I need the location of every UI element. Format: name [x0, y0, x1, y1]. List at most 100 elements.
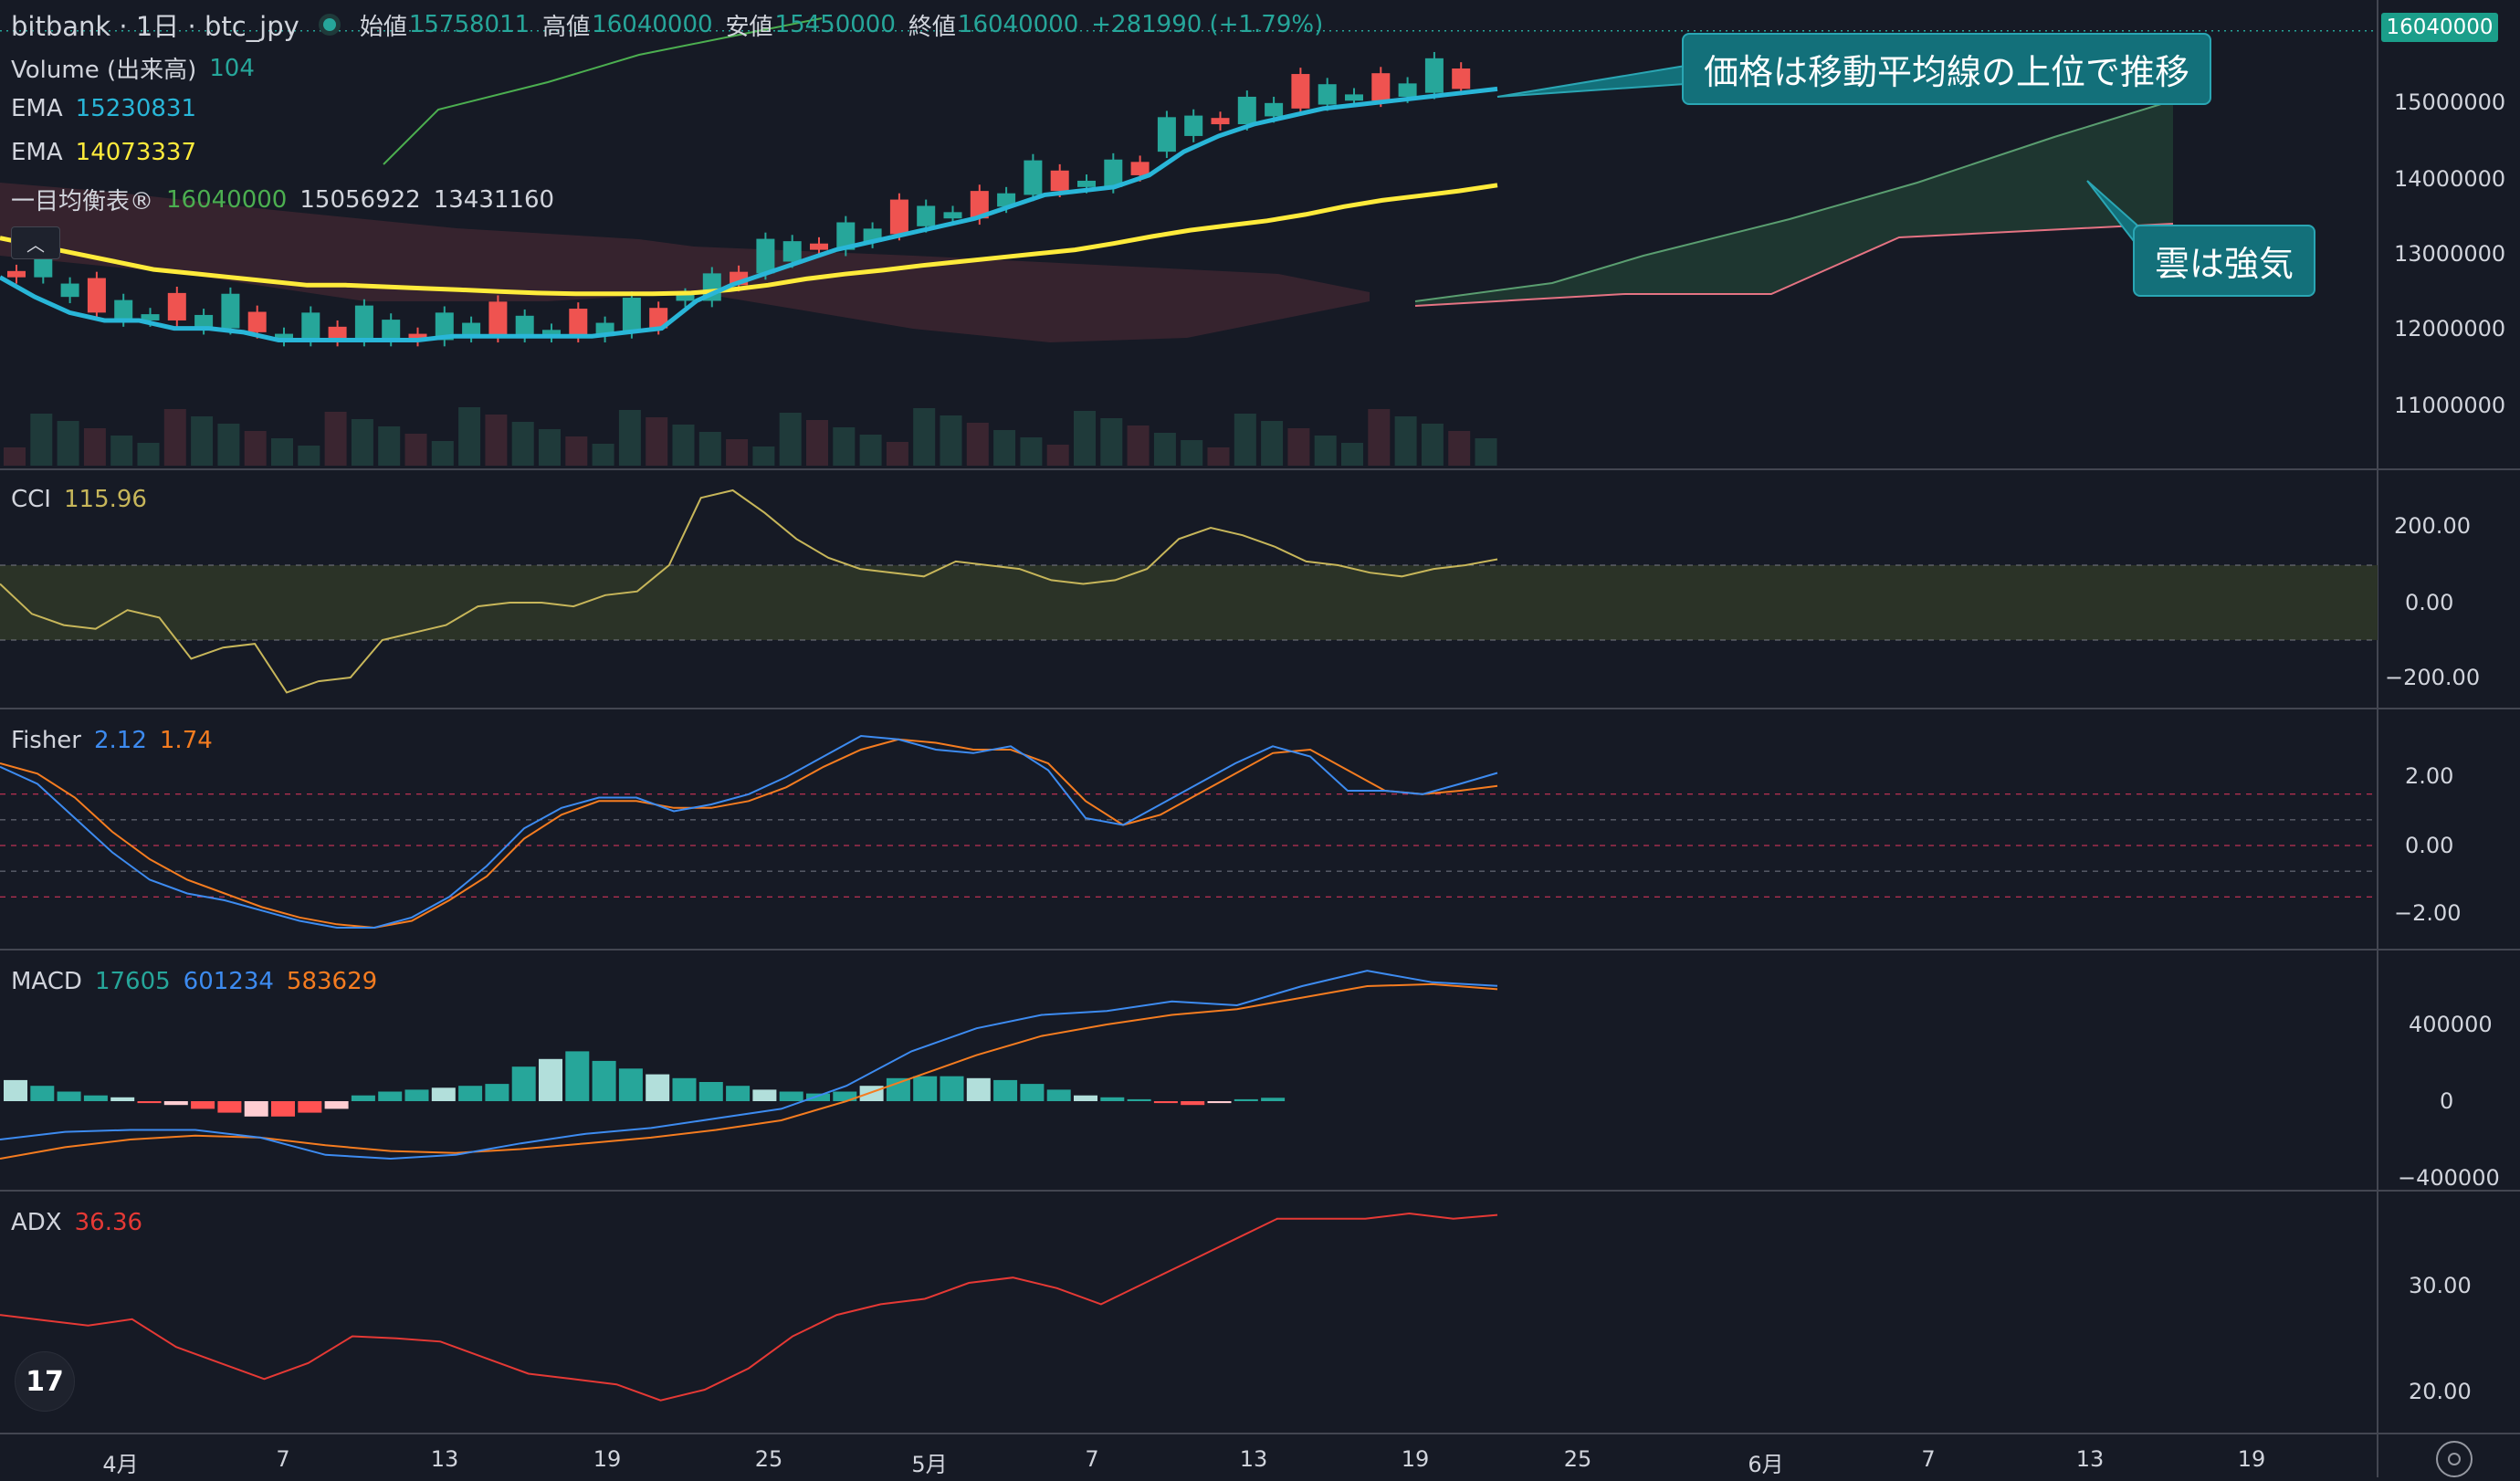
macd-histogram-bar	[351, 1095, 375, 1101]
macd-histogram-bar	[485, 1084, 509, 1101]
candle	[1424, 58, 1444, 93]
cci-tick: 200.00	[2394, 513, 2471, 539]
macd-histogram-bar	[324, 1101, 349, 1109]
legend-ema-fast[interactable]: EMA 15230831	[11, 95, 196, 122]
annotation-callout-ema[interactable]: 価格は移動平均線の上位で推移	[1682, 33, 2212, 105]
macd-legend[interactable]: MACD 17605 601234 583629	[11, 968, 377, 995]
ichimoku-label: 一目均衡表®	[11, 188, 154, 215]
volume-bar	[646, 417, 668, 466]
volume-bar	[698, 432, 721, 466]
cci-line	[0, 488, 1498, 694]
annotation-callout-cloud[interactable]: 雲は強気	[2133, 225, 2316, 297]
volume-bar	[1020, 437, 1043, 466]
macd-histogram-bar	[1153, 1101, 1178, 1104]
macd-histogram-bar	[163, 1101, 188, 1106]
macd-histogram-bar	[137, 1101, 162, 1104]
tradingview-logo-icon[interactable]: 17	[15, 1351, 75, 1412]
volume-bar	[539, 429, 561, 466]
volume-bar	[351, 419, 373, 466]
legend-ichimoku[interactable]: 一目均衡表® 16040000 15056922 13431160	[11, 183, 554, 216]
ema-slow-line	[0, 183, 1498, 297]
candle	[141, 314, 160, 320]
x-tick: 13	[430, 1446, 459, 1472]
adx-legend[interactable]: ADX 36.36	[11, 1209, 142, 1236]
candle	[167, 292, 186, 320]
x-tick: 6月	[1748, 1452, 1784, 1477]
volume-bar	[458, 407, 481, 466]
cci-legend[interactable]: CCI 115.96	[11, 486, 147, 513]
candle	[408, 333, 427, 341]
volume-bar	[1181, 440, 1203, 466]
macd-histogram-bar	[966, 1077, 991, 1101]
candle	[836, 222, 856, 250]
macd-histogram-bar	[511, 1066, 536, 1101]
macd-signal-line	[0, 982, 1498, 1160]
collapse-legend-button[interactable]: ︿	[11, 226, 60, 259]
legend-ema-slow[interactable]: EMA 14073337	[11, 139, 196, 166]
volume-bar	[1394, 416, 1417, 466]
volume-bar	[137, 443, 160, 466]
volume-bar	[404, 434, 427, 466]
macd-histogram-bar	[833, 1091, 857, 1101]
macd-histogram-bar	[993, 1079, 1018, 1101]
volume-bar	[859, 435, 882, 466]
price-tick: 13000000	[2394, 241, 2506, 267]
candle	[1184, 115, 1203, 136]
macd-histogram-bar	[83, 1095, 108, 1101]
candle	[1024, 160, 1043, 195]
change-value: +281990 (+1.79%)	[1091, 11, 1324, 38]
symbol-header: bitbank · 1日 · btc_jpy 始値 15758011 高値 16…	[11, 5, 1323, 44]
macd-histogram-bar	[726, 1086, 751, 1101]
ichimoku-value-a: 16040000	[166, 185, 288, 214]
adx-value: 36.36	[74, 1209, 143, 1236]
volume-bar	[913, 408, 936, 466]
candle	[1050, 170, 1069, 192]
candle	[1345, 94, 1363, 101]
settings-gear-icon[interactable]	[2436, 1441, 2473, 1477]
symbol-label[interactable]: bitbank · 1日 · btc_jpy	[11, 11, 299, 42]
x-tick: 25	[754, 1446, 783, 1472]
macd-histogram-bar	[565, 1051, 590, 1101]
status-dot-icon	[322, 18, 336, 31]
macd-histogram-bar	[298, 1101, 322, 1113]
fisher-line	[0, 734, 1498, 929]
volume-bar	[110, 436, 133, 466]
candle	[435, 312, 454, 341]
volume-bar	[1475, 438, 1497, 466]
ema-fast-line	[0, 86, 1498, 342]
fisher-legend[interactable]: Fisher 2.12 1.74	[11, 727, 213, 754]
legend-volume[interactable]: Volume (出来高) 104	[11, 51, 255, 85]
x-tick: 19	[593, 1446, 622, 1472]
cci-label: CCI	[11, 486, 51, 513]
volume-bar	[485, 415, 508, 466]
ema-fast-label: EMA	[11, 95, 63, 122]
volume-value: 104	[209, 54, 255, 82]
macd-value: 601234	[183, 968, 274, 995]
x-tick: 25	[1563, 1446, 1592, 1472]
x-tick: 7	[1921, 1446, 1936, 1472]
fisher-value: 2.12	[94, 727, 147, 754]
volume-bar	[806, 420, 828, 466]
candle	[569, 309, 588, 337]
macd-histogram-bar	[1181, 1101, 1205, 1106]
candle	[114, 299, 133, 320]
macd-histogram-bar	[244, 1101, 268, 1117]
x-tick: 7	[1085, 1446, 1099, 1472]
fisher-trigger-line	[0, 738, 1498, 930]
macd-histogram-bar	[1100, 1097, 1125, 1101]
candle	[1265, 102, 1284, 117]
volume-bar	[1207, 447, 1230, 466]
macd-histogram-bar	[1234, 1098, 1258, 1101]
volume-bar	[191, 416, 214, 466]
volume-bar	[993, 430, 1016, 466]
adx-line	[0, 1212, 1498, 1402]
candle	[328, 326, 347, 341]
price-tick: 15000000	[2394, 89, 2506, 115]
candle	[1237, 96, 1256, 125]
candle	[7, 270, 26, 278]
ichimoku-cloud-bullish	[1415, 100, 2173, 306]
volume-bar	[4, 447, 26, 466]
macd-histogram-bar	[592, 1060, 616, 1101]
candle	[997, 193, 1016, 207]
